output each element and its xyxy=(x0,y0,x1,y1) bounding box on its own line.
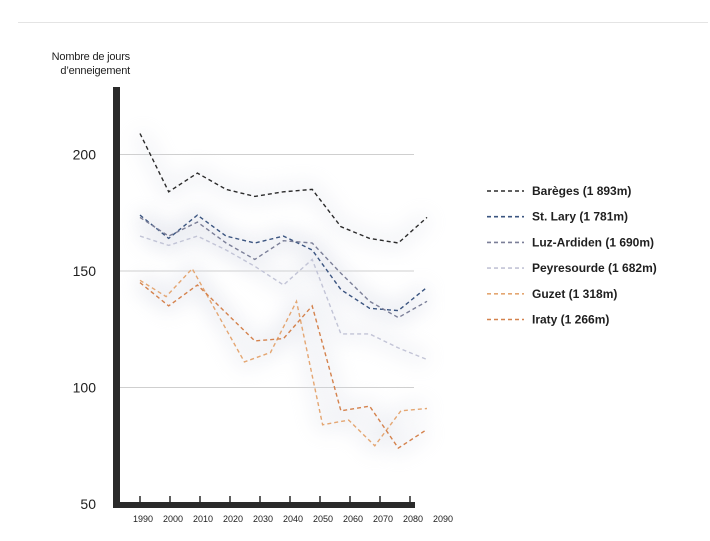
x-tick-labels: 1990 2000 2010 2020 2030 2040 2050 2060 2070 2080… xyxy=(133,514,453,524)
legend-label: Guzet (1 318m) xyxy=(532,287,617,301)
y-tick-label: 150 xyxy=(73,263,97,279)
x-tick-label: 2080 xyxy=(403,514,423,524)
y-tick-label: 100 xyxy=(73,380,97,396)
y-tick-labels: 50 100 150 200 xyxy=(73,147,97,513)
legend-label: Luz-Ardiden (1 690m) xyxy=(532,235,654,249)
legend-label: Barèges (1 893m) xyxy=(532,184,631,198)
series-shadow xyxy=(133,130,432,458)
chart-frame xyxy=(18,22,708,540)
x-tick-label: 2000 xyxy=(163,514,183,524)
axes xyxy=(113,87,415,508)
x-tick-label: 1990 xyxy=(133,514,153,524)
x-tick-label: 2010 xyxy=(193,514,213,524)
legend-label: St. Lary (1 781m) xyxy=(532,210,628,224)
x-tick-label: 2060 xyxy=(343,514,363,524)
series-lines xyxy=(139,133,428,450)
x-tick-label: 2090 xyxy=(433,514,453,524)
series-line-1 xyxy=(139,214,428,312)
x-axis xyxy=(113,502,415,508)
series-line-5 xyxy=(139,282,428,450)
series-line-2 xyxy=(139,216,428,319)
series-line-3 xyxy=(139,235,428,361)
x-tick-label: 2030 xyxy=(253,514,273,524)
y-axis-label-line1: Nombre de jours xyxy=(51,51,131,63)
legend-label: Peyresourde (1 682m) xyxy=(532,261,657,275)
y-tick-label: 50 xyxy=(80,496,96,512)
x-tick-label: 2020 xyxy=(223,514,243,524)
y-axis-label: Nombre de jours d’enneigement xyxy=(20,50,131,78)
series-line-4 xyxy=(139,267,428,447)
legend-label: Iraty (1 266m) xyxy=(532,313,609,327)
y-axis-label-line2: d’enneigement xyxy=(60,65,130,77)
y-axis xyxy=(113,87,120,508)
y-tick-label: 200 xyxy=(73,147,97,163)
x-tick-label: 2050 xyxy=(313,514,333,524)
x-tick-label: 2040 xyxy=(283,514,303,524)
legend: Barèges (1 893m) St. Lary (1 781m) Luz-Ard… xyxy=(487,184,657,327)
series-line-0 xyxy=(139,133,428,244)
x-tick-label: 2070 xyxy=(373,514,393,524)
